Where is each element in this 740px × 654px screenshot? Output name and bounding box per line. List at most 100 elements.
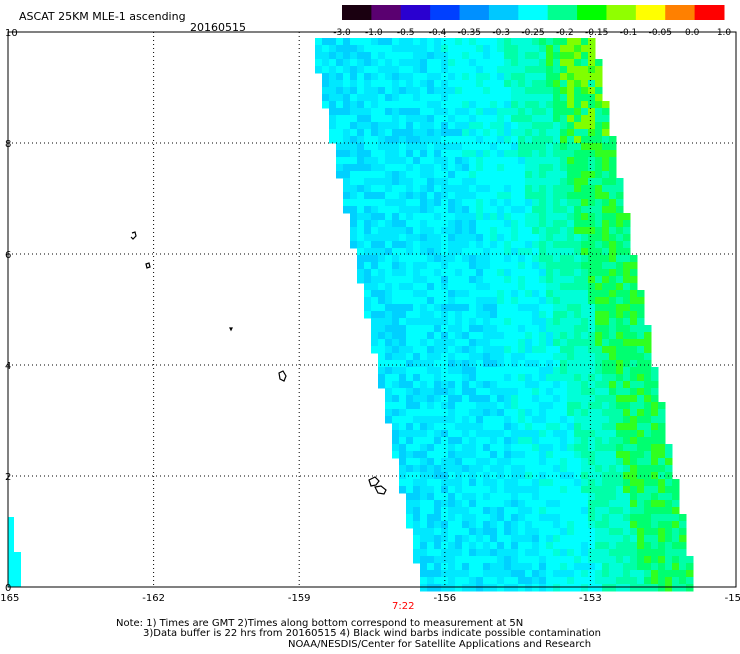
swath-cell: [378, 360, 386, 368]
swath-cell: [336, 59, 344, 67]
swath-cell: [616, 332, 624, 340]
swath-cell: [462, 374, 470, 382]
swath-cell: [343, 66, 351, 74]
swath-cell: [329, 80, 337, 88]
swath-cell: [532, 122, 540, 130]
swath-cell: [350, 206, 358, 214]
swath-cell: [322, 45, 330, 53]
swath-cell: [609, 409, 617, 417]
colorbar-swatch: [430, 5, 461, 20]
swath-cell: [511, 402, 519, 410]
swath-cell: [630, 500, 638, 508]
swath-cell: [504, 570, 512, 578]
swath-cell: [574, 472, 582, 480]
swath-cell: [609, 486, 617, 494]
swath-cell: [497, 290, 505, 298]
swath-cell: [644, 423, 652, 431]
swath-cell: [574, 38, 582, 46]
swath-cell: [532, 451, 540, 459]
swath-cell: [532, 339, 540, 347]
swath-cell: [504, 80, 512, 88]
swath-cell: [371, 164, 379, 172]
swath-cell: [546, 493, 554, 501]
swath-cell: [497, 514, 505, 522]
swath-cell: [504, 458, 512, 466]
swath-cell: [427, 206, 435, 214]
swath-cell: [637, 388, 645, 396]
swath-cell: [644, 535, 652, 543]
swath-cell: [560, 486, 568, 494]
swath-cell: [357, 94, 365, 102]
swath-cell: [588, 115, 596, 123]
swath-cell: [602, 171, 610, 179]
swath-cell: [644, 479, 652, 487]
swath-cell: [357, 66, 365, 74]
swath-cell: [609, 220, 617, 228]
swath-cell: [532, 437, 540, 445]
swath-cell: [448, 185, 456, 193]
swath-cell: [546, 360, 554, 368]
swath-cell: [616, 283, 624, 291]
swath-cell: [476, 507, 484, 515]
swath-cell: [574, 276, 582, 284]
swath-cell: [609, 360, 617, 368]
swath-cell: [448, 94, 456, 102]
swath-cell: [504, 297, 512, 305]
swath-cell: [532, 206, 540, 214]
latitude-label: 6: [5, 250, 11, 261]
swath-cell: [595, 416, 603, 424]
swath-cell: [644, 339, 652, 347]
swath-cell: [406, 290, 414, 298]
swath-cell: [581, 311, 589, 319]
swath-cell: [504, 185, 512, 193]
swath-cell: [504, 423, 512, 431]
swath-cell: [455, 514, 463, 522]
swath-cell: [539, 178, 547, 186]
swath-cell: [518, 339, 526, 347]
swath-cell: [518, 115, 526, 123]
swath-cell: [546, 486, 554, 494]
swath-cell: [462, 199, 470, 207]
swath-cell: [490, 80, 498, 88]
swath-cell: [455, 444, 463, 452]
swath-cell: [490, 535, 498, 543]
swath-cell: [399, 199, 407, 207]
swath-cell: [511, 493, 519, 501]
swath-cell: [553, 290, 561, 298]
swath-cell: [588, 360, 596, 368]
swath-cell: [658, 556, 666, 564]
swath-cell: [532, 290, 540, 298]
swath-cell: [609, 542, 617, 550]
swath-cell: [476, 570, 484, 578]
swath-cell: [490, 129, 498, 137]
swath-cell: [602, 563, 610, 571]
swath-cell: [420, 381, 428, 389]
swath-cell: [427, 332, 435, 340]
swath-cell: [539, 171, 547, 179]
swath-cell: [434, 479, 442, 487]
swath-cell: [420, 38, 428, 46]
swath-cell: [427, 255, 435, 263]
swath-cell: [567, 59, 575, 67]
swath-cell: [546, 353, 554, 361]
swath-cell: [392, 66, 400, 74]
swath-cell: [392, 122, 400, 130]
swath-cell: [336, 66, 344, 74]
swath-cell: [490, 374, 498, 382]
swath-cell: [462, 52, 470, 60]
swath-cell: [406, 234, 414, 242]
swath-cell: [504, 199, 512, 207]
swath-cell: [483, 514, 491, 522]
swath-cell: [595, 248, 603, 256]
swath-cell: [574, 437, 582, 445]
swath-cell: [427, 304, 435, 312]
swath-cell: [560, 262, 568, 270]
swath-cell: [525, 514, 533, 522]
swath-cell: [560, 94, 568, 102]
swath-cell: [511, 584, 519, 592]
swath-cell: [483, 325, 491, 333]
swath-cell: [574, 234, 582, 242]
swath-cell: [595, 458, 603, 466]
swath-cell: [469, 87, 477, 95]
swath-cell: [490, 395, 498, 403]
